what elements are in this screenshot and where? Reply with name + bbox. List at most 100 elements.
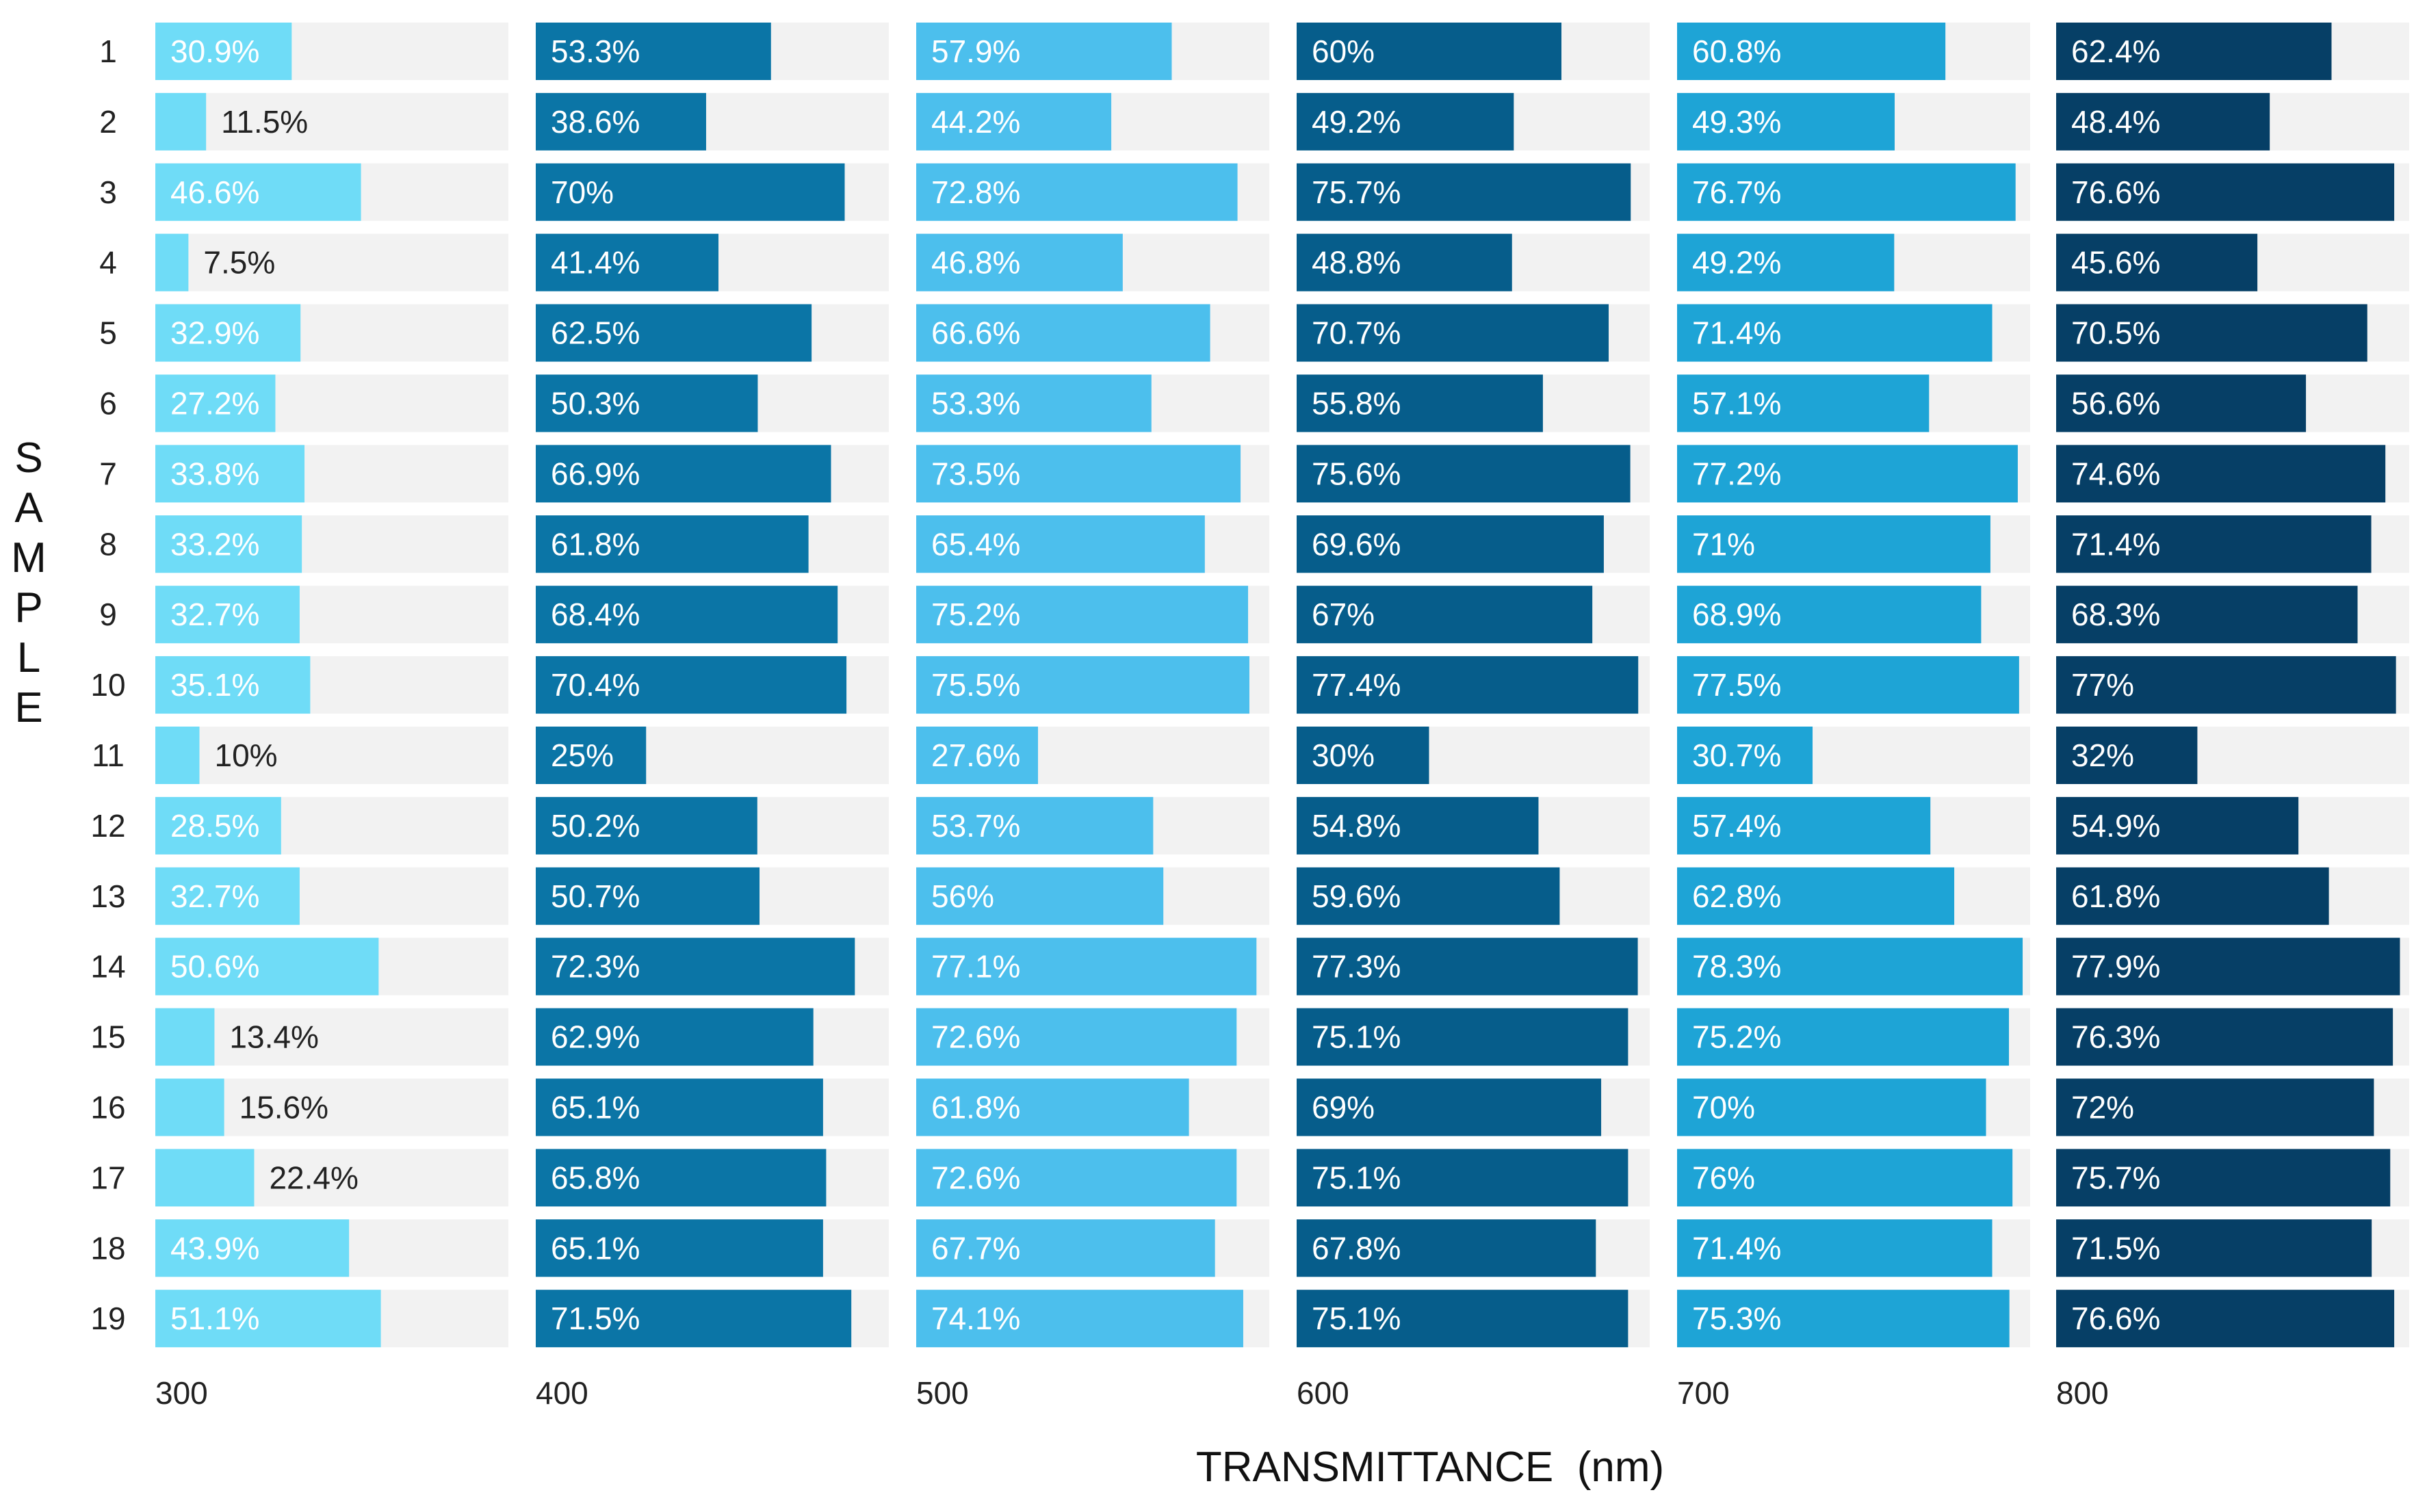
panel-300: 30.9% 11.5% 46.6% 7.5% 32.9% 27.2% 33.8% 33.2% 3… — [155, 23, 508, 1411]
sample-label: 2 — [99, 104, 117, 140]
data-label: 77.4% — [1312, 667, 1401, 703]
bar — [1297, 515, 1604, 573]
bar — [2056, 374, 2307, 432]
data-label: 72.3% — [551, 949, 640, 985]
data-label: 41.4% — [551, 245, 640, 281]
data-label: 61.8% — [931, 1090, 1020, 1125]
data-label: 76.6% — [2071, 1301, 2160, 1336]
bar — [916, 796, 1154, 855]
data-label: 77.9% — [2071, 949, 2160, 985]
bar — [1677, 656, 2019, 714]
bar — [2056, 1219, 2372, 1277]
data-label: 7.5% — [203, 245, 275, 281]
data-label: 67.7% — [931, 1230, 1020, 1266]
bar — [155, 92, 207, 151]
bar — [916, 23, 1172, 80]
y-axis-title-letter: S — [14, 434, 42, 482]
bar — [536, 727, 647, 784]
data-label: 45.6% — [2071, 245, 2160, 281]
bar — [536, 374, 758, 432]
data-label: 53.7% — [931, 808, 1020, 844]
data-label: 33.8% — [170, 456, 259, 491]
sample-label: 5 — [99, 315, 117, 351]
data-label: 71.4% — [1692, 315, 1781, 351]
bar — [536, 586, 838, 644]
data-label: 32.7% — [170, 878, 259, 914]
data-label: 69% — [1312, 1090, 1375, 1125]
data-label: 59.6% — [1312, 878, 1401, 914]
data-label: 50.7% — [551, 878, 640, 914]
data-label: 57.9% — [931, 34, 1020, 69]
data-label: 53.3% — [551, 34, 640, 69]
bar — [2056, 1008, 2393, 1066]
bar — [2056, 23, 2332, 80]
sample-label: 16 — [90, 1090, 125, 1125]
bar — [536, 937, 855, 995]
bar — [1677, 92, 1895, 151]
bar — [1677, 304, 1993, 362]
bar — [536, 1078, 823, 1136]
bar — [916, 867, 1164, 925]
bar — [2056, 1290, 2395, 1348]
data-label: 56% — [931, 878, 994, 914]
bar — [1677, 1008, 2010, 1066]
sample-label: 9 — [99, 597, 117, 632]
bar — [1677, 1149, 2013, 1207]
bar — [1297, 727, 1429, 784]
data-label: 75.6% — [1312, 456, 1401, 491]
bar — [916, 656, 1249, 714]
bar — [1297, 1290, 1628, 1348]
y-axis-title-letter: E — [14, 684, 42, 731]
bar — [155, 374, 276, 432]
bar — [1677, 445, 2018, 503]
bar — [1677, 796, 1931, 855]
x-axis-title: TRANSMITTANCE (nm) — [1196, 1444, 1664, 1491]
bar — [1297, 1149, 1628, 1207]
data-label: 78.3% — [1692, 949, 1781, 985]
bar — [2056, 727, 2198, 784]
data-label: 77.2% — [1692, 456, 1781, 491]
bar — [536, 1219, 823, 1277]
data-label: 54.8% — [1312, 808, 1401, 844]
data-label: 72% — [2071, 1090, 2134, 1125]
sample-label: 10 — [90, 667, 125, 703]
sample-label: 15 — [90, 1019, 125, 1055]
data-label: 75.1% — [1312, 1019, 1401, 1055]
bar — [2056, 233, 2258, 291]
data-label: 43.9% — [170, 1230, 259, 1266]
sample-label: 8 — [99, 526, 117, 562]
bar — [916, 937, 1257, 995]
bar — [2056, 796, 2299, 855]
data-label: 57.1% — [1692, 386, 1781, 421]
y-axis-title-letter: L — [17, 634, 40, 681]
data-label: 75.1% — [1312, 1160, 1401, 1195]
panel-400: 53.3% 38.6% 70% 41.4% 62.5% 50.3% 66.9% 61.8% 68… — [536, 23, 889, 1411]
data-label: 76.6% — [2071, 174, 2160, 210]
bar — [536, 656, 847, 714]
sample-label: 1 — [99, 34, 117, 69]
bar — [916, 586, 1249, 644]
data-label: 72.6% — [931, 1160, 1020, 1195]
bar — [1297, 656, 1639, 714]
data-label: 60% — [1312, 34, 1375, 69]
data-label: 50.6% — [170, 949, 259, 985]
bar — [536, 1290, 852, 1348]
bar — [1677, 586, 1982, 644]
panel-label: 400 — [536, 1375, 588, 1411]
bar — [1297, 1008, 1628, 1066]
panel-800: 62.4% 48.4% 76.6% 45.6% 70.5% 56.6% 74.6% 71.4%… — [2056, 23, 2409, 1411]
data-label: 74.6% — [2071, 456, 2160, 491]
bar — [1297, 304, 1609, 362]
bar — [2056, 515, 2372, 573]
data-label: 77.3% — [1312, 949, 1401, 985]
bar — [2056, 586, 2358, 644]
bar — [2056, 163, 2395, 221]
data-label: 53.3% — [931, 386, 1020, 421]
data-label: 65.8% — [551, 1160, 640, 1195]
sample-label: 4 — [99, 245, 117, 281]
data-label: 77% — [2071, 667, 2134, 703]
data-label: 32.9% — [170, 315, 259, 351]
bar — [155, 23, 292, 80]
y-axis-title-letter: P — [14, 584, 42, 631]
bar — [916, 445, 1241, 503]
